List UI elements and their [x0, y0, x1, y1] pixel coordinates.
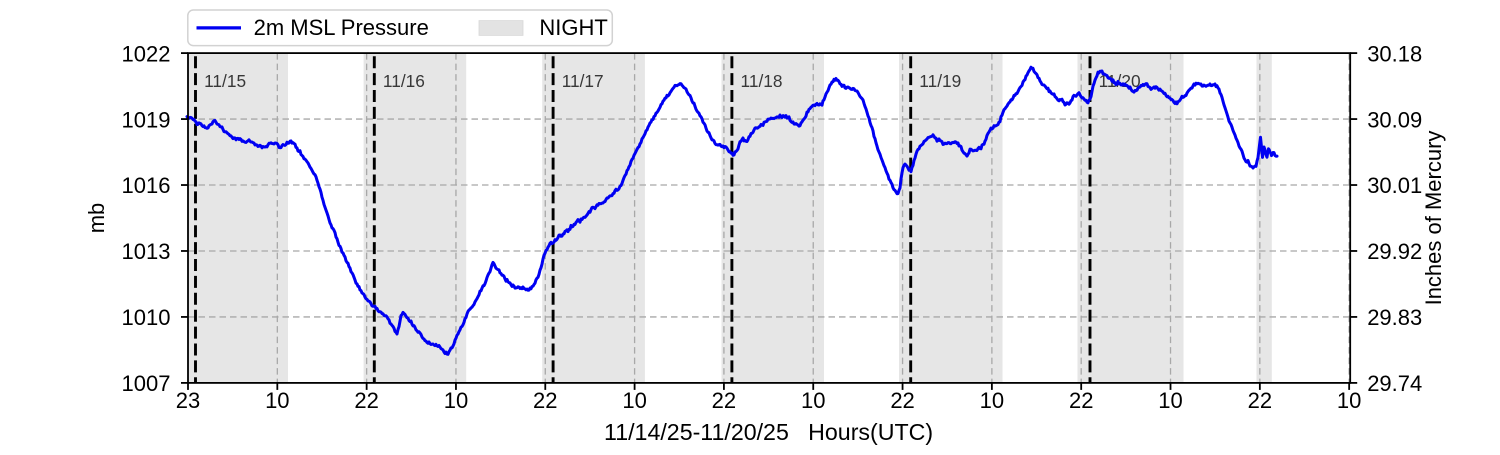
svg-text:11/15: 11/15 — [204, 71, 246, 91]
svg-text:30.01: 30.01 — [1367, 173, 1422, 198]
svg-text:10: 10 — [622, 388, 646, 413]
svg-text:11/14/25-11/20/25 Hours(UTC): 11/14/25-11/20/25 Hours(UTC) — [604, 419, 933, 445]
svg-text:29.92: 29.92 — [1367, 239, 1422, 264]
svg-text:10: 10 — [1337, 388, 1361, 413]
svg-text:Inches of Mercury: Inches of Mercury — [1421, 131, 1446, 306]
svg-text:22: 22 — [354, 388, 378, 413]
svg-text:11/17: 11/17 — [562, 71, 604, 91]
svg-text:1016: 1016 — [122, 173, 171, 198]
svg-text:10: 10 — [444, 388, 468, 413]
svg-text:1022: 1022 — [122, 41, 171, 66]
svg-text:11/16: 11/16 — [383, 71, 425, 91]
svg-text:1010: 1010 — [122, 305, 171, 330]
svg-text:22: 22 — [1069, 388, 1093, 413]
svg-text:30.18: 30.18 — [1367, 41, 1422, 66]
svg-text:10: 10 — [1158, 388, 1182, 413]
svg-text:22: 22 — [712, 388, 736, 413]
svg-text:23: 23 — [176, 388, 200, 413]
svg-text:11/18: 11/18 — [741, 71, 783, 91]
svg-text:30.09: 30.09 — [1367, 107, 1422, 132]
svg-text:29.83: 29.83 — [1367, 305, 1422, 330]
svg-text:11/19: 11/19 — [919, 71, 961, 91]
svg-text:22: 22 — [890, 388, 914, 413]
svg-text:1013: 1013 — [122, 239, 171, 264]
svg-text:1007: 1007 — [122, 371, 171, 396]
svg-text:10: 10 — [980, 388, 1004, 413]
svg-text:22: 22 — [1248, 388, 1272, 413]
svg-text:10: 10 — [801, 388, 825, 413]
svg-text:1019: 1019 — [122, 107, 171, 132]
svg-text:10: 10 — [265, 388, 289, 413]
svg-text:22: 22 — [533, 388, 557, 413]
svg-text:NIGHT: NIGHT — [539, 15, 607, 40]
svg-text:2m MSL Pressure: 2m MSL Pressure — [254, 15, 429, 40]
svg-text:mb: mb — [84, 203, 109, 234]
svg-text:29.74: 29.74 — [1367, 371, 1422, 396]
